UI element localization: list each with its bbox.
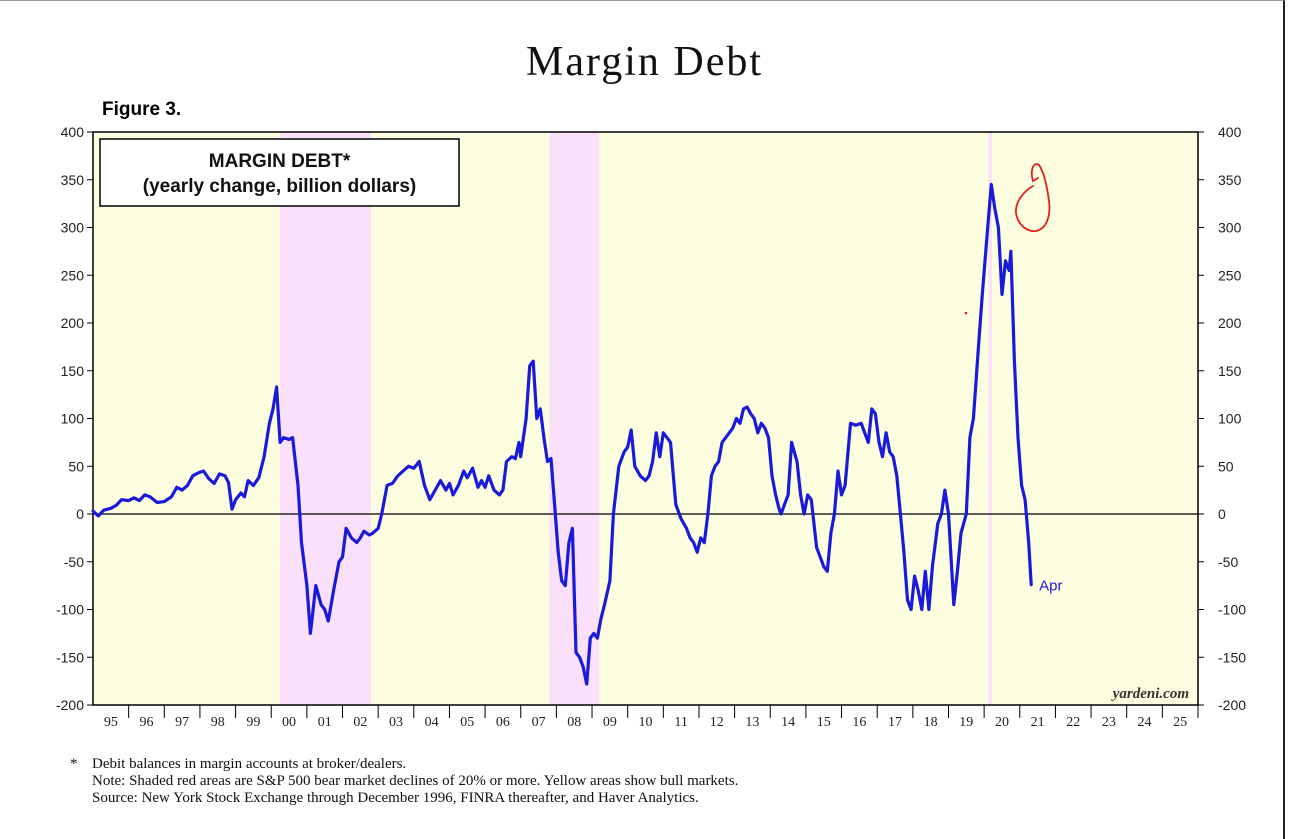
y-tick-label-right: 400	[1218, 124, 1242, 140]
x-tick-label: 18	[924, 715, 938, 730]
annotation-dot	[964, 311, 968, 315]
x-tick-label: 06	[496, 715, 510, 730]
chart-subtitle: (yearly change, billion dollars)	[143, 176, 416, 197]
x-tick-label: 12	[710, 715, 724, 730]
x-tick-label: 13	[745, 715, 759, 730]
chart-title: MARGIN DEBT*	[209, 151, 351, 172]
x-tick-label: 09	[603, 715, 617, 730]
x-tick-label: 14	[781, 715, 795, 730]
x-tick-label: 04	[425, 715, 439, 730]
y-tick-label-right: -50	[1218, 554, 1238, 570]
footnote-definition: Debit balances in margin accounts at bro…	[92, 756, 407, 772]
bear-market-band	[280, 132, 372, 705]
y-tick-label-left: 350	[61, 172, 85, 188]
x-tick-label: 97	[175, 715, 189, 730]
y-tick-label-left: 0	[76, 506, 84, 522]
x-tick-label: 10	[639, 715, 653, 730]
page-title: Margin Debt	[525, 39, 764, 85]
x-tick-label: 07	[532, 715, 546, 730]
y-tick-label-right: 0	[1218, 506, 1226, 522]
footnote-star: *	[70, 756, 78, 772]
y-tick-label-right: -200	[1218, 697, 1246, 713]
plot-background	[93, 132, 1198, 705]
y-tick-label-right: 50	[1218, 458, 1234, 474]
x-tick-label: 11	[674, 715, 687, 730]
bear-market-band	[988, 132, 992, 705]
x-tick-label: 98	[211, 715, 225, 730]
y-tick-label-right: 350	[1218, 172, 1242, 188]
x-tick-label: 19	[959, 715, 973, 730]
x-tick-label: 15	[817, 715, 831, 730]
y-tick-label-left: -200	[56, 697, 84, 713]
x-tick-label: 24	[1138, 715, 1152, 730]
y-tick-label-right: 300	[1218, 220, 1242, 236]
x-tick-label: 95	[104, 715, 118, 730]
footnote-source: Source: New York Stock Exchange through …	[92, 790, 699, 806]
x-tick-label: 03	[389, 715, 403, 730]
footnotes: * Debit balances in margin accounts at b…	[70, 756, 738, 807]
y-tick-label-right: 150	[1218, 363, 1242, 379]
y-tick-label-left: -50	[64, 554, 84, 570]
chart-title-box	[99, 138, 460, 207]
y-tick-label-right: -100	[1218, 602, 1246, 618]
margin-debt-series-line	[91, 182, 1033, 686]
source-label: yardeni.com	[1111, 686, 1189, 702]
y-tick-label-left: 250	[61, 267, 85, 283]
y-tick-label-right: 100	[1218, 411, 1242, 427]
x-tick-label: 05	[460, 715, 474, 730]
y-tick-label-left: -150	[56, 649, 84, 665]
y-tick-label-left: -100	[56, 602, 84, 618]
x-tick-label: 21	[1031, 715, 1045, 730]
y-tick-label-right: 250	[1218, 267, 1242, 283]
x-tick-label: 17	[888, 715, 902, 730]
x-tick-label: 99	[246, 715, 260, 730]
y-tick-label-right: 200	[1218, 315, 1242, 331]
x-tick-label: 16	[852, 715, 866, 730]
x-tick-label: 00	[282, 715, 296, 730]
y-tick-label-left: 100	[61, 411, 85, 427]
x-tick-label: 22	[1066, 715, 1080, 730]
series-end-label: Apr	[1039, 578, 1062, 595]
y-tick-label-left: 200	[61, 315, 85, 331]
x-tick-label: 23	[1102, 715, 1116, 730]
x-tick-label: 20	[995, 715, 1009, 730]
peak-annotation-circle	[1015, 163, 1051, 232]
footnote-note: Note: Shaded red areas are S&P 500 bear …	[92, 773, 739, 789]
x-tick-label: 08	[567, 715, 581, 730]
y-tick-label-left: 50	[68, 458, 84, 474]
x-tick-label: 02	[353, 715, 367, 730]
y-tick-label-right: -150	[1218, 649, 1246, 665]
figure-label: Figure 3.	[102, 99, 182, 120]
y-tick-label-left: 400	[61, 124, 85, 140]
x-tick-label: 01	[318, 715, 332, 730]
x-tick-label: 25	[1173, 715, 1187, 730]
y-tick-label-left: 150	[61, 363, 85, 379]
x-tick-label: 96	[139, 715, 153, 730]
y-tick-label-left: 300	[61, 220, 85, 236]
